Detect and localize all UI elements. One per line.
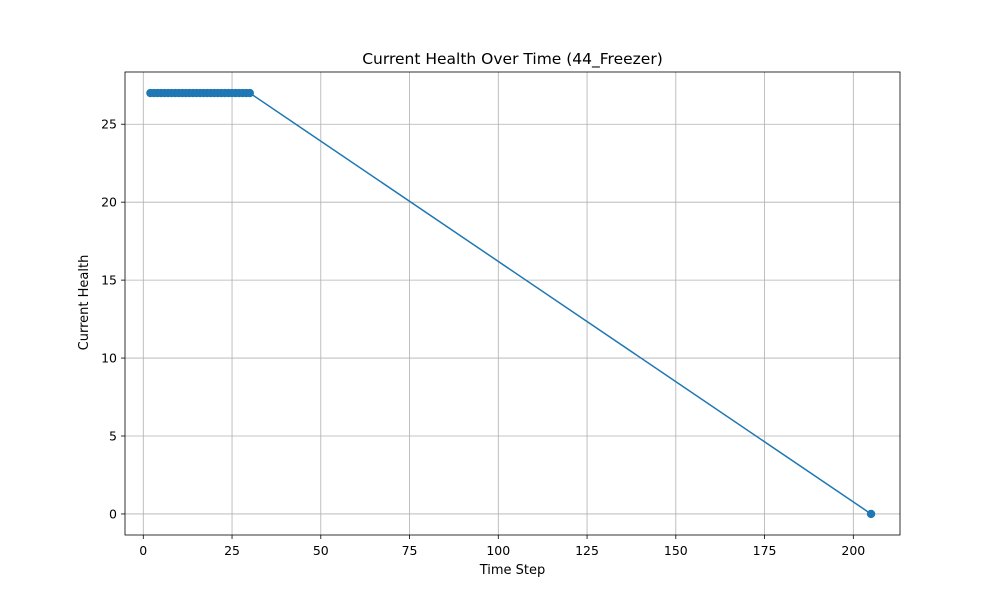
- y-axis-label: Current Health: [77, 255, 92, 351]
- x-tick-label: 125: [575, 543, 599, 558]
- x-tick-label: 50: [313, 543, 329, 558]
- x-tick-label: 75: [402, 543, 418, 558]
- plot-frame: [124, 71, 901, 536]
- y-tick-label: 0: [109, 506, 117, 521]
- series-layer: [146, 88, 876, 519]
- y-tick-label: 15: [101, 273, 117, 288]
- y-axis-ticks: 0 5 10 15 20 25: [101, 117, 125, 521]
- y-tick-label: 25: [101, 117, 117, 132]
- x-axis-ticks: 0 25 50 75 100 125 150 175 200: [139, 535, 865, 558]
- grid-lines: [125, 72, 900, 535]
- y-tick-label: 10: [101, 351, 117, 366]
- data-point: [866, 509, 876, 519]
- x-axis-label: Time Step: [479, 563, 546, 578]
- x-tick-label: 150: [664, 543, 688, 558]
- y-tick-label: 5: [109, 429, 117, 444]
- x-tick-label: 0: [139, 543, 147, 558]
- data-point: [245, 88, 254, 98]
- y-tick-label: 20: [101, 195, 117, 210]
- x-tick-label: 25: [224, 543, 240, 558]
- x-tick-label: 175: [753, 543, 777, 558]
- x-tick-label: 100: [486, 543, 510, 558]
- chart-title: Current Health Over Time (44_Freezer): [362, 50, 663, 69]
- x-tick-label: 200: [841, 543, 865, 558]
